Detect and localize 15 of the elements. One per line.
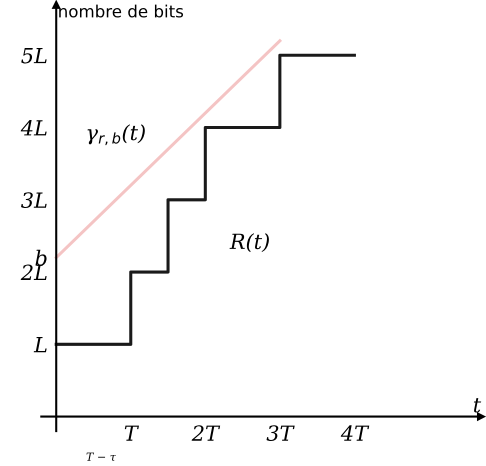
y-tick-label: 3L <box>21 192 47 208</box>
x-tick-label: 4T <box>340 425 370 441</box>
y-tick-label: 2L <box>20 264 47 280</box>
y-tick-label: 4L <box>20 120 47 136</box>
x-axis-title: t <box>474 398 482 413</box>
text: T − τ <box>86 452 116 461</box>
series-label: γ$_{r,b}$(t) <box>88 124 145 146</box>
x-tick-label: T <box>124 426 139 441</box>
x-tick-label: 3T <box>266 425 295 442</box>
y-tick-label: 5L <box>21 48 47 64</box>
x-tick-label: 2T <box>192 425 220 441</box>
y-tick-label: b <box>35 250 47 266</box>
y-tick-label: L <box>34 337 47 352</box>
series-label: R(t) <box>230 233 269 252</box>
y-axis-title: nombre de bits <box>59 4 184 18</box>
